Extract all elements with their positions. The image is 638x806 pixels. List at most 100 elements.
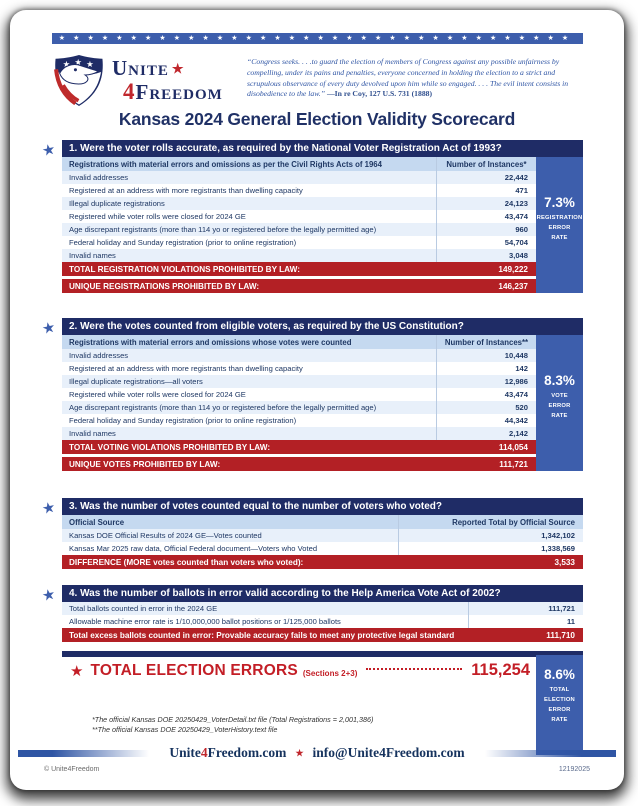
total-value: 3,533 [554, 557, 576, 567]
error-rate-label: REGISTRATION ERROR RATE [536, 215, 583, 242]
total-bar: TOTAL REGISTRATION VIOLATIONS PROHIBITED… [62, 262, 536, 276]
section-2-votes-counted: ★ 2. Were the votes counted from eligibl… [40, 318, 583, 471]
logo-number-4: 4 [123, 79, 136, 104]
vote-error-rate-box: 8.3% VOTE ERROR RATE [536, 335, 583, 471]
table-header-row: Registrations with material errors and o… [62, 157, 536, 171]
quote-text: “Congress seeks. . . .to guard the elect… [247, 57, 569, 99]
total-section-divider [62, 651, 583, 657]
row-value: 54,704 [436, 236, 536, 249]
row-value: 960 [436, 223, 536, 236]
row-label: Federal holiday and Sunday registration … [69, 238, 297, 247]
column-header-value: Number of Instances** [436, 335, 536, 349]
row-label: Registered while voter rolls were closed… [69, 212, 246, 221]
table-row: Invalid names 2,142 [62, 427, 536, 440]
table-header-row: Registrations with material errors and o… [62, 335, 536, 349]
row-value: 111,721 [468, 602, 583, 615]
total-bar: Total excess ballots counted in error: P… [62, 628, 583, 642]
logo-star-icon: ★ [171, 61, 184, 76]
eagle-shield-icon: ★ ★ ★ [54, 55, 103, 106]
section-4-ballots-in-error: ★ 4. Was the number of ballots in error … [40, 585, 583, 642]
row-value: 2,142 [436, 427, 536, 440]
total-value: 111,710 [546, 630, 575, 640]
quote-attribution: —In re Coy, 127 U.S. 731 (1888) [325, 89, 433, 99]
section-star-icon: ★ [40, 498, 58, 519]
row-label: Invalid addresses [69, 173, 129, 182]
row-label: Total ballots counted in error in the 20… [69, 604, 218, 613]
row-label: Kansas Mar 2025 raw data, Official Feder… [69, 544, 318, 553]
row-label: Federal holiday and Sunday registration … [69, 416, 297, 425]
total-bar: TOTAL VOTING VIOLATIONS PROHIBITED BY LA… [62, 440, 536, 454]
footer-bar-left [18, 749, 157, 757]
row-value: 10,448 [436, 349, 536, 362]
table-row: Registered while voter rolls were closed… [62, 388, 536, 401]
error-rate-label: TOTAL ELECTION ERROR RATE [544, 687, 575, 724]
row-value: 471 [436, 184, 536, 197]
table-row: Registered while voter rolls were closed… [62, 210, 536, 223]
total-errors-sublabel: (Sections 2+3) [302, 668, 358, 678]
footer: Unite4Freedom.com ★ info@Unite4Freedom.c… [18, 745, 616, 761]
total-label: TOTAL REGISTRATION VIOLATIONS PROHIBITED… [69, 264, 300, 274]
total-label: Total excess ballots counted in error: P… [69, 630, 455, 640]
table-row: Kansas DOE Official Results of 2024 GE—V… [62, 529, 583, 542]
column-header-label: Official Source [69, 517, 125, 527]
row-value: 1,338,569 [398, 542, 583, 555]
section-star-icon: ★ [40, 140, 58, 161]
row-value: 44,342 [436, 414, 536, 427]
copyright-text: © Unite4Freedom [44, 766, 100, 773]
table-row: Allowable machine error rate is 1/10,000… [62, 615, 583, 628]
row-label: Age discrepant registrants (more than 11… [69, 403, 377, 412]
table-row: Age discrepant registrants (more than 11… [62, 401, 536, 414]
table-row: Federal holiday and Sunday registration … [62, 414, 536, 427]
error-rate-percent: 8.3% [544, 373, 575, 388]
error-rate-percent: 8.6% [544, 667, 575, 682]
row-label: Age discrepant registrants (more than 11… [69, 225, 377, 234]
row-label: Illegal duplicate registrations—all vote… [69, 377, 203, 386]
column-header-label: Registrations with material errors and o… [69, 159, 382, 169]
total-errors-value: 115,254 [471, 661, 530, 679]
total-label: UNIQUE VOTES PROHIBITED BY LAW: [69, 459, 221, 469]
total-label: DIFFERENCE (MORE votes counted than vote… [69, 557, 304, 567]
footer-bar-right [477, 749, 616, 757]
row-label: Registered while voter rolls were closed… [69, 390, 246, 399]
table-row: Illegal duplicate registrations—all vote… [62, 375, 536, 388]
total-star-icon: ★ [70, 662, 84, 680]
header-quote: “Congress seeks. . . .to guard the elect… [247, 57, 581, 100]
row-label: Invalid addresses [69, 351, 129, 360]
table-row: Total ballots counted in error in the 20… [62, 602, 583, 615]
logo-wordmark: Unite ★ 4Freedom [112, 58, 223, 104]
row-value: 12,986 [436, 375, 536, 388]
total-bars: Total excess ballots counted in error: P… [62, 628, 583, 642]
table-row: Invalid names 3,048 [62, 249, 536, 262]
table-header-row: Official Source Reported Total by Offici… [62, 515, 583, 529]
total-bar: DIFFERENCE (MORE votes counted than vote… [62, 555, 583, 569]
logo-word-freedom: Freedom [135, 80, 223, 104]
section-1-title: 1. Were the voter rolls accurate, as req… [62, 140, 583, 157]
section-2-title: 2. Were the votes counted from eligible … [62, 318, 583, 335]
email-link[interactable]: info@Unite4Freedom.com [312, 745, 465, 760]
row-value: 43,474 [436, 388, 536, 401]
total-bar: UNIQUE REGISTRATIONS PROHIBITED BY LAW: … [62, 279, 536, 293]
table-row: Invalid addresses 22,442 [62, 171, 536, 184]
table-body: Kansas DOE Official Results of 2024 GE—V… [62, 529, 583, 555]
row-value: 11 [468, 615, 583, 628]
section-3-title: 3. Was the number of votes counted equal… [62, 498, 583, 515]
table-row: Kansas Mar 2025 raw data, Official Feder… [62, 542, 583, 555]
total-value: 114,054 [498, 442, 528, 452]
website-link[interactable]: Unite4Freedom.com [169, 745, 287, 760]
row-label: Illegal duplicate registrations [69, 199, 165, 208]
row-value: 520 [436, 401, 536, 414]
total-label: UNIQUE REGISTRATIONS PROHIBITED BY LAW: [69, 281, 260, 291]
total-label: TOTAL VOTING VIOLATIONS PROHIBITED BY LA… [69, 442, 271, 452]
footnote-1: *The official Kansas DOE 20250429_VoterD… [92, 715, 374, 724]
registration-error-rate-box: 7.3% REGISTRATION ERROR RATE [536, 157, 583, 293]
svg-text:★: ★ [74, 57, 82, 67]
table-body: Total ballots counted in error in the 20… [62, 602, 583, 628]
total-bars: DIFFERENCE (MORE votes counted than vote… [62, 555, 583, 569]
total-election-errors-line: ★ TOTAL ELECTION ERRORS (Sections 2+3) 1… [70, 661, 530, 680]
svg-text:★: ★ [86, 59, 94, 69]
section-1-voter-rolls: ★ 1. Were the voter rolls accurate, as r… [40, 140, 583, 293]
error-rate-label: VOTE ERROR RATE [548, 393, 571, 420]
section-star-icon: ★ [40, 318, 58, 339]
section-star-icon: ★ [40, 585, 58, 606]
total-bar: UNIQUE VOTES PROHIBITED BY LAW: 111,721 [62, 457, 536, 471]
